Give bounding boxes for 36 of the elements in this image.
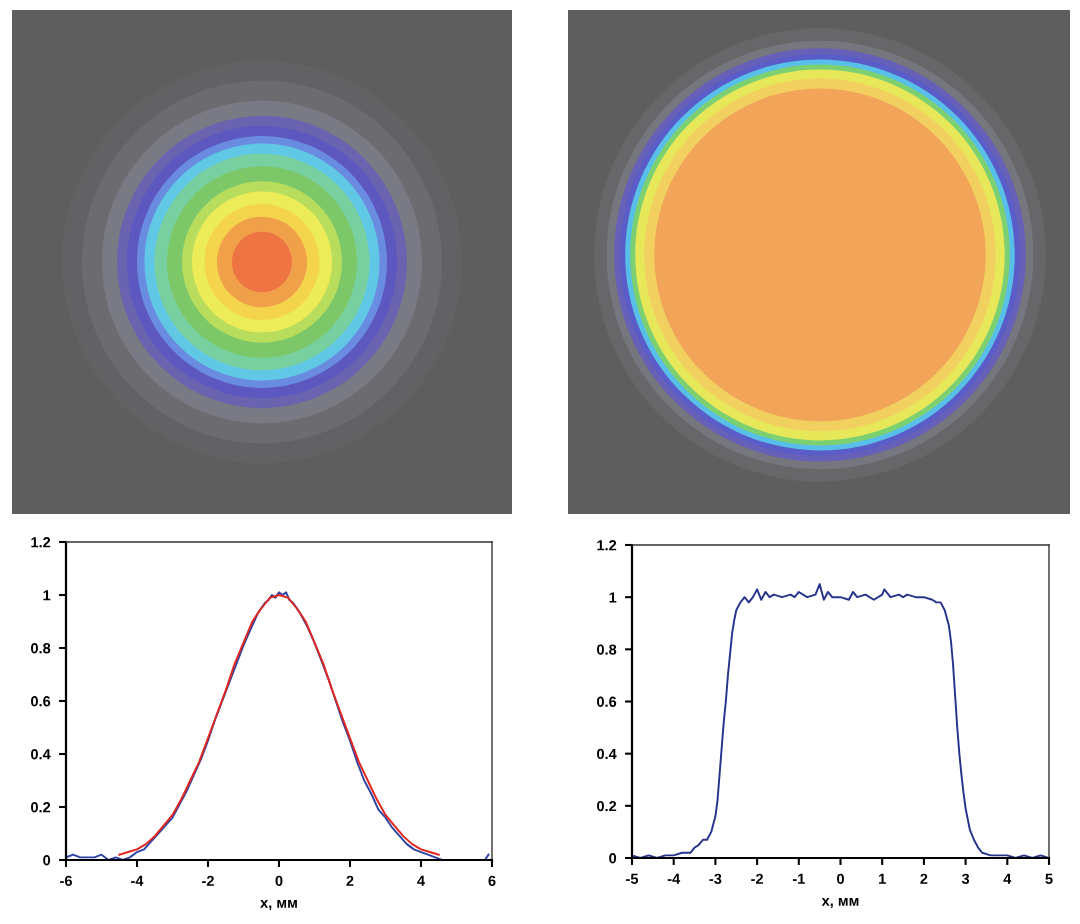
x-tick-label: -2 <box>751 873 763 884</box>
x-tick-label: -2 <box>202 875 214 886</box>
y-tick-label: 0.4 <box>31 749 51 760</box>
y-tick-label: 1.2 <box>31 537 51 548</box>
y-tick-label: 1.2 <box>597 540 617 551</box>
x-tick-label: -6 <box>60 875 72 886</box>
x-tick-label: 1 <box>879 873 886 884</box>
y-tick-label: 0.4 <box>597 748 617 760</box>
y-tick-label: 0.6 <box>597 696 617 707</box>
line-series <box>66 591 490 860</box>
x-tick-label: 4 <box>417 875 425 886</box>
line-series <box>118 594 440 856</box>
y-tick-label: 0.8 <box>597 644 617 655</box>
y-tick-label: 0 <box>609 853 617 864</box>
x-tick-label: -4 <box>667 873 681 884</box>
y-tick-label: 0.8 <box>31 643 51 654</box>
y-tick-label: 0.2 <box>31 802 51 813</box>
x-axis-title: x, мм <box>260 900 297 911</box>
x-tick-label: -5 <box>626 873 639 884</box>
x-tick-label: 4 <box>1003 873 1012 884</box>
x-tick-label: -4 <box>131 875 144 886</box>
x-tick-label: 3 <box>961 873 970 885</box>
x-tick-label: 5 <box>1045 873 1053 884</box>
x-axis-title: x, мм <box>821 898 859 909</box>
y-tick-label: 1 <box>609 592 617 603</box>
x-tick-label: 2 <box>346 875 354 886</box>
x-tick-label: 0 <box>275 875 283 886</box>
y-tick-label: 1 <box>43 590 51 601</box>
x-tick-label: 0 <box>837 873 844 884</box>
y-tick-label: 0.2 <box>597 800 617 812</box>
y-tick-label: 0.6 <box>31 696 51 707</box>
x-tick-label: -3 <box>709 873 722 885</box>
x-tick-label: 6 <box>488 875 496 886</box>
y-tick-label: 0 <box>43 855 51 866</box>
x-tick-label: -1 <box>792 873 805 884</box>
x-tick-label: 2 <box>920 873 928 884</box>
